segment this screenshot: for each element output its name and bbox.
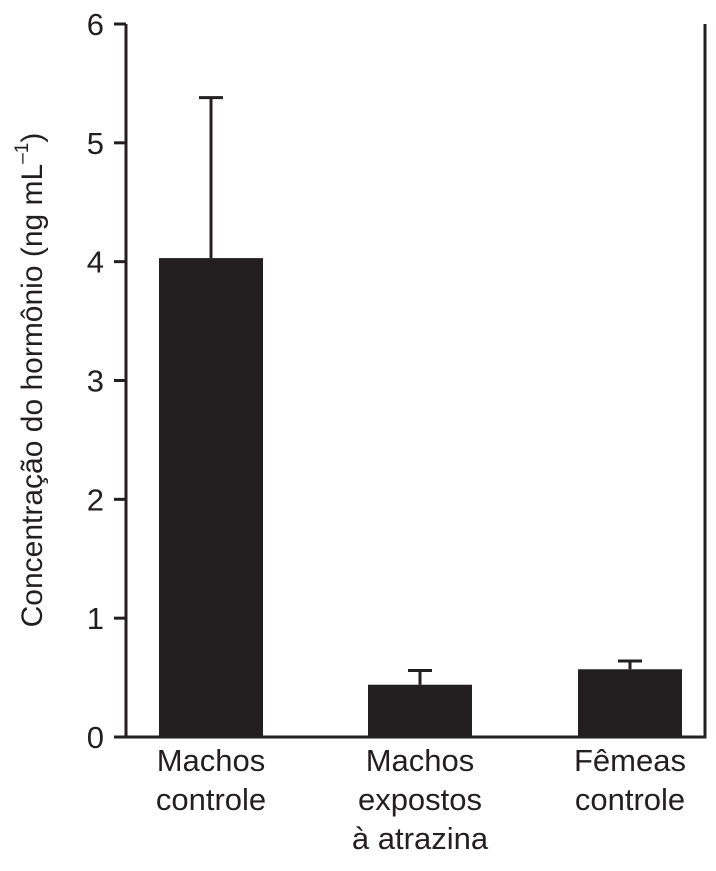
y-tick-label-5: 5 <box>87 126 104 161</box>
category-label-2-line-1: Machos <box>366 743 475 778</box>
y-axis-label-suffix: ) <box>16 133 49 143</box>
y-axis-label-main: Concentração do hormônio (ng mL <box>16 164 49 628</box>
bar-2 <box>368 684 472 737</box>
axes <box>124 24 707 739</box>
error-bars <box>199 96 642 685</box>
y-tick-label-6: 6 <box>87 7 104 42</box>
category-label-1-line-1: Machos <box>157 743 266 778</box>
category-label-1-line-2: controle <box>156 782 266 817</box>
category-label-3-line-2: controle <box>575 782 685 817</box>
y-axis-ticks: 0 1 2 3 4 5 6 <box>87 7 126 755</box>
y-tick-label-4: 4 <box>87 245 104 280</box>
bar-3 <box>578 669 682 737</box>
y-axis-label-group: Concentração do hormônio (ng mL–1) <box>12 133 49 628</box>
bars <box>159 258 682 737</box>
y-tick-label-2: 2 <box>87 482 104 517</box>
y-tick-label-3: 3 <box>87 364 104 399</box>
y-axis-label-superscript: –1 <box>12 143 33 164</box>
category-labels: Machos controle Machos expostos à atrazina Fê… <box>156 743 686 856</box>
bar-1 <box>159 258 263 737</box>
category-label-3-line-1: Fêmeas <box>574 743 686 778</box>
category-label-3: Fêmeas controle <box>574 743 686 817</box>
category-label-1: Machos controle <box>156 743 266 817</box>
y-axis-label: Concentração do hormônio (ng mL–1) <box>12 133 49 628</box>
y-tick-label-0: 0 <box>87 720 104 755</box>
category-label-2-line-2: expostos <box>358 782 482 817</box>
category-label-2-line-3: à atrazina <box>352 821 489 856</box>
category-label-2: Machos expostos à atrazina <box>352 743 489 856</box>
y-tick-label-1: 1 <box>87 601 104 636</box>
axis-frame <box>124 24 707 739</box>
